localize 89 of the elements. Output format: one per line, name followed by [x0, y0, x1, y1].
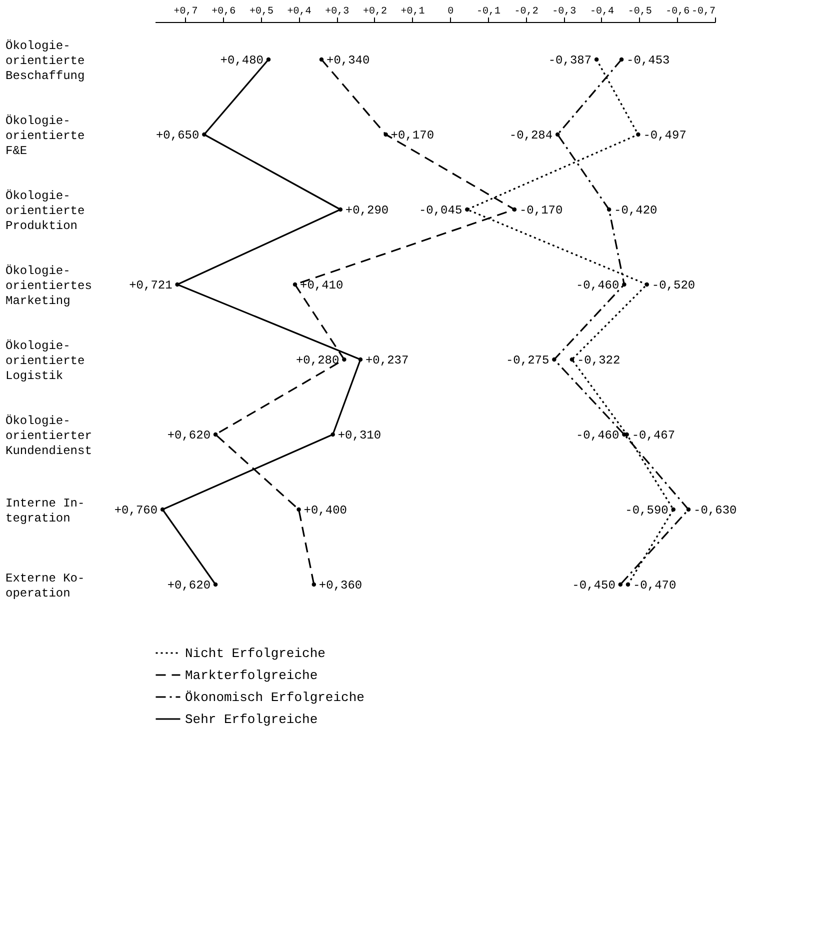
data-label: +0,650 — [156, 128, 200, 142]
y-tick-label: Ökologie- orientiertes Marketing — [6, 264, 92, 308]
x-tick-label: -0,5 — [628, 6, 652, 18]
data-label: +0,237 — [365, 354, 409, 368]
point — [160, 507, 165, 512]
point — [644, 282, 650, 287]
data-label: +0,410 — [300, 278, 344, 292]
y-tick-label: Interne In- tegration — [6, 496, 85, 526]
y-tick-label: Externe Ko- operation — [6, 572, 85, 600]
x-tick-label: +0,4 — [287, 6, 312, 18]
point — [319, 57, 324, 62]
x-tick-label: -0,6 — [666, 6, 690, 18]
point — [330, 432, 335, 437]
x-tick-label: +0,6 — [212, 6, 236, 18]
x-tick-label: -0,2 — [514, 6, 538, 18]
legend-label: Ökonomisch Erfolgreiche — [185, 690, 364, 705]
point — [384, 132, 388, 137]
point — [570, 357, 574, 362]
data-label: +0,760 — [114, 504, 158, 518]
legend-label: Markterfolgreiche — [185, 668, 318, 683]
point — [555, 132, 560, 137]
point — [175, 282, 180, 287]
point — [338, 207, 343, 212]
point — [358, 357, 363, 362]
y-tick-label: Ökologie- orientierte Beschaffung — [6, 39, 85, 83]
point — [342, 357, 346, 362]
x-tick-label: -0,7 — [691, 6, 716, 18]
x-tick-label: +0,3 — [325, 6, 350, 18]
x-tick-label: +0,5 — [249, 6, 274, 18]
data-label: -0,590 — [625, 504, 668, 518]
data-label: +0,620 — [167, 578, 211, 592]
point — [312, 582, 316, 587]
point — [202, 132, 206, 137]
point — [622, 282, 626, 287]
point — [296, 507, 301, 512]
data-label: -0,322 — [576, 354, 620, 368]
data-label: +0,170 — [390, 128, 434, 142]
point — [671, 507, 676, 512]
point — [618, 582, 623, 587]
data-label: +0,280 — [296, 354, 340, 368]
data-label: -0,467 — [632, 428, 676, 442]
data-label: -0,387 — [548, 54, 592, 68]
point — [606, 207, 612, 212]
data-label: -0,520 — [652, 278, 696, 292]
point — [636, 132, 640, 137]
point — [213, 432, 218, 437]
point — [594, 57, 599, 62]
data-label: -0,420 — [614, 204, 658, 218]
y-tick-label: Ökologie- orientierte Logistik — [6, 339, 85, 383]
x-tick-label: -0,3 — [552, 6, 576, 18]
x-tick-label: -0,4 — [590, 6, 614, 18]
point — [626, 582, 630, 587]
point — [266, 57, 271, 62]
data-label: -0,460 — [576, 428, 620, 442]
data-label: +0,480 — [220, 54, 264, 68]
point — [619, 57, 624, 62]
data-label: -0,284 — [509, 128, 553, 142]
data-label: +0,721 — [129, 278, 172, 292]
data-label: +0,360 — [318, 578, 362, 592]
data-label: -0,450 — [572, 578, 616, 592]
point — [213, 582, 218, 587]
legend-label: Nicht Erfolgreiche — [185, 646, 326, 661]
y-tick-label: Ökologie- orientierter Kundendienst — [6, 414, 92, 458]
data-label: +0,400 — [304, 504, 348, 518]
point — [686, 507, 691, 512]
data-label: -0,453 — [626, 54, 670, 68]
x-tick-label: +0,7 — [174, 6, 198, 18]
data-label: +0,620 — [167, 428, 211, 442]
y-tick-label: Ökologie- orientierte F&E — [6, 114, 85, 158]
x-tick-label: -0,1 — [476, 6, 500, 18]
data-label: -0,460 — [576, 278, 620, 292]
data-label: +0,290 — [345, 204, 389, 218]
data-label: -0,630 — [694, 504, 737, 518]
x-tick-label: +0,1 — [400, 6, 425, 18]
data-label: -0,497 — [643, 128, 686, 142]
legend-label: Sehr Erfolgreiche — [185, 712, 318, 727]
data-label: -0,170 — [519, 204, 563, 218]
data-label: +0,340 — [326, 54, 370, 68]
data-label: +0,310 — [338, 428, 382, 442]
data-label: -0,045 — [418, 204, 462, 218]
y-tick-label: Ökologie- orientierte Produktion — [6, 189, 85, 233]
data-label: -0,275 — [506, 354, 550, 368]
point — [512, 207, 517, 212]
point — [292, 282, 298, 287]
x-tick-label: 0 — [448, 6, 454, 18]
point — [552, 357, 556, 362]
point — [465, 207, 470, 212]
data-label: -0,470 — [632, 578, 676, 592]
x-tick-label: +0,2 — [362, 6, 387, 18]
